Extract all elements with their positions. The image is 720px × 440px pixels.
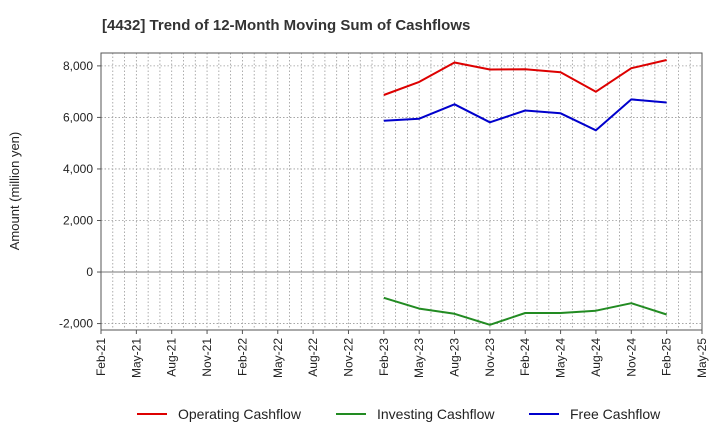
- x-tick-label: Feb-21: [94, 338, 108, 376]
- series-line-operating-cashflow: [383, 59, 667, 96]
- y-tick-label: -2,000: [59, 317, 93, 331]
- x-tick-label: Aug-21: [165, 338, 179, 377]
- x-tick-label: Aug-22: [306, 338, 320, 377]
- y-tick-label: 2,000: [63, 213, 93, 227]
- x-axis: Feb-21 May-21 Aug-21 Nov-21 Feb-22 May-22 Aug-…: [94, 330, 709, 378]
- legend-label: Free Cashflow: [570, 406, 661, 422]
- x-tick-label: Nov-21: [200, 338, 214, 377]
- y-axis-label: Amount (million yen): [7, 132, 22, 251]
- y-tick-label: 0: [86, 265, 93, 279]
- x-tick-label: May-25: [695, 338, 709, 378]
- series-line-free-cashflow: [383, 98, 667, 132]
- x-tick-label: Feb-23: [377, 338, 391, 376]
- y-tick-label: 4,000: [63, 162, 93, 176]
- grid: [100, 53, 703, 330]
- x-tick-label: Feb-22: [235, 338, 249, 376]
- chart-title: [4432] Trend of 12-Month Moving Sum of C…: [102, 17, 470, 34]
- x-tick-label: Feb-25: [660, 338, 674, 376]
- x-tick-label: May-21: [129, 338, 143, 378]
- x-tick-label: Feb-24: [518, 338, 532, 376]
- y-axis: -2,000 0 2,000 4,000 6,000 8,000: [59, 59, 101, 331]
- x-tick-label: May-23: [412, 338, 426, 378]
- legend-label: Investing Cashflow: [377, 406, 495, 422]
- y-tick-label: 6,000: [63, 110, 93, 124]
- series-lines: [383, 59, 667, 326]
- plot-area: [100, 52, 703, 331]
- y-tick-label: 8,000: [63, 59, 93, 73]
- series-line-investing-cashflow: [383, 296, 667, 326]
- x-tick-label: Aug-23: [448, 338, 462, 377]
- x-tick-label: May-22: [271, 338, 285, 378]
- legend-label: Operating Cashflow: [178, 406, 302, 422]
- legend: Operating Cashflow Investing Cashflow Free…: [137, 406, 661, 422]
- x-tick-label: May-24: [554, 338, 568, 378]
- x-tick-label: Aug-24: [589, 338, 603, 377]
- x-tick-label: Nov-24: [624, 338, 638, 377]
- x-tick-label: Nov-23: [483, 338, 497, 377]
- x-tick-label: Nov-22: [341, 338, 355, 377]
